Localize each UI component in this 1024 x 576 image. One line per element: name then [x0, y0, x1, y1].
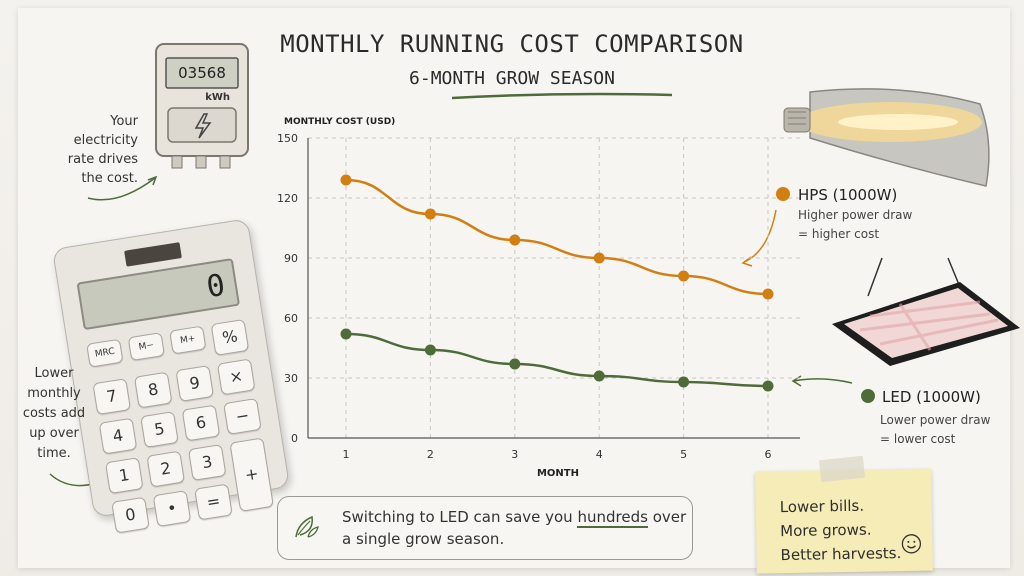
y-tick-label: 30 [284, 372, 298, 385]
sticky-line: More grows. [780, 520, 872, 541]
leaf-icon [295, 515, 319, 538]
lower-note-line: costs add [22, 406, 86, 421]
lower-note-line: monthly [27, 386, 81, 401]
data-point [762, 288, 774, 300]
led-panel-icon [832, 257, 1020, 366]
x-tick-label: 1 [343, 448, 350, 461]
chart-subtitle: 6-MONTH GROW SEASON [409, 68, 615, 89]
rate-note-line: the cost. [81, 171, 138, 186]
lower-costs-note: Lower monthly costs add up over time. [22, 364, 86, 464]
y-tick-label: 150 [277, 132, 298, 145]
callout-text: Switching to LED can save you [342, 508, 578, 526]
series-line-1 [345, 332, 769, 388]
meter-reading: 03568 [178, 64, 226, 82]
rate-note: Your electricity rate drives the cost. [46, 112, 138, 188]
y-tick-label: 60 [284, 312, 298, 325]
lower-note-line: Lower [34, 366, 74, 381]
chart-title: MONTHLY RUNNING COST COMPARISON [280, 30, 744, 58]
chart-series [340, 174, 774, 392]
callout-text: over [647, 508, 687, 526]
data-point [424, 344, 436, 356]
led-legend-marker [861, 389, 875, 403]
chart-axes: 0 30 60 90 120 150 1 2 3 4 5 6 [277, 132, 800, 461]
sticky-note: Lower bills. More grows. Better harvests… [755, 468, 933, 574]
smiley-icon [901, 534, 922, 554]
x-tick-label: 4 [596, 448, 603, 461]
callout-line-1: Switching to LED can save you hundreds o… [342, 506, 686, 528]
savings-callout: Switching to LED can save you hundreds o… [277, 496, 693, 560]
rate-arrow-icon [87, 177, 156, 201]
data-point [509, 234, 521, 246]
rate-note-line: rate drives [67, 152, 138, 167]
meter-unit: kWh [205, 92, 230, 103]
hps-annotation-line: = higher cost [798, 227, 879, 241]
x-tick-label: 2 [427, 448, 434, 461]
led-legend-label: LED (1000W) [882, 388, 981, 406]
chart-grid [308, 137, 800, 438]
data-point [593, 370, 605, 382]
hps-legend-label: HPS (1000W) [798, 186, 897, 204]
led-annotation-line: Lower power draw [880, 413, 991, 427]
lower-note-line: time. [37, 446, 71, 461]
sticky-line: Lower bills. [779, 496, 865, 517]
x-tick-label: 5 [680, 448, 687, 461]
electricity-meter-icon: 03568 kWh [155, 43, 249, 169]
y-tick-label: 120 [277, 192, 298, 205]
rate-note-line: Your electricity [73, 114, 138, 148]
y-tick-label: 0 [291, 432, 298, 445]
callout-line-2: a single grow season. [342, 530, 505, 548]
lower-note-line: up over [29, 426, 79, 441]
x-tick-label: 3 [511, 448, 518, 461]
data-point [678, 270, 690, 282]
y-axis-label: MONTHLY COST (USD) [284, 117, 395, 127]
led-annotation-line: = lower cost [880, 432, 956, 446]
hps-annotation-line: Higher power draw [798, 208, 913, 222]
data-point [340, 328, 352, 340]
callout-emphasis: hundreds [577, 508, 648, 528]
y-tick-label: 90 [284, 252, 298, 265]
x-tick-label: 6 [765, 448, 772, 461]
hps-legend-marker [776, 187, 790, 201]
led-arrow-icon [793, 378, 853, 384]
series-line-0 [345, 178, 769, 296]
data-point [509, 358, 521, 370]
data-point [593, 252, 605, 264]
data-point [424, 208, 436, 220]
x-axis-label: MONTH [537, 468, 579, 479]
data-point [678, 376, 690, 388]
tape [818, 455, 866, 483]
sticky-line: Better harvests. [780, 544, 902, 565]
hps-bulb-icon [783, 88, 990, 187]
data-point [340, 174, 352, 186]
data-point [762, 380, 774, 392]
